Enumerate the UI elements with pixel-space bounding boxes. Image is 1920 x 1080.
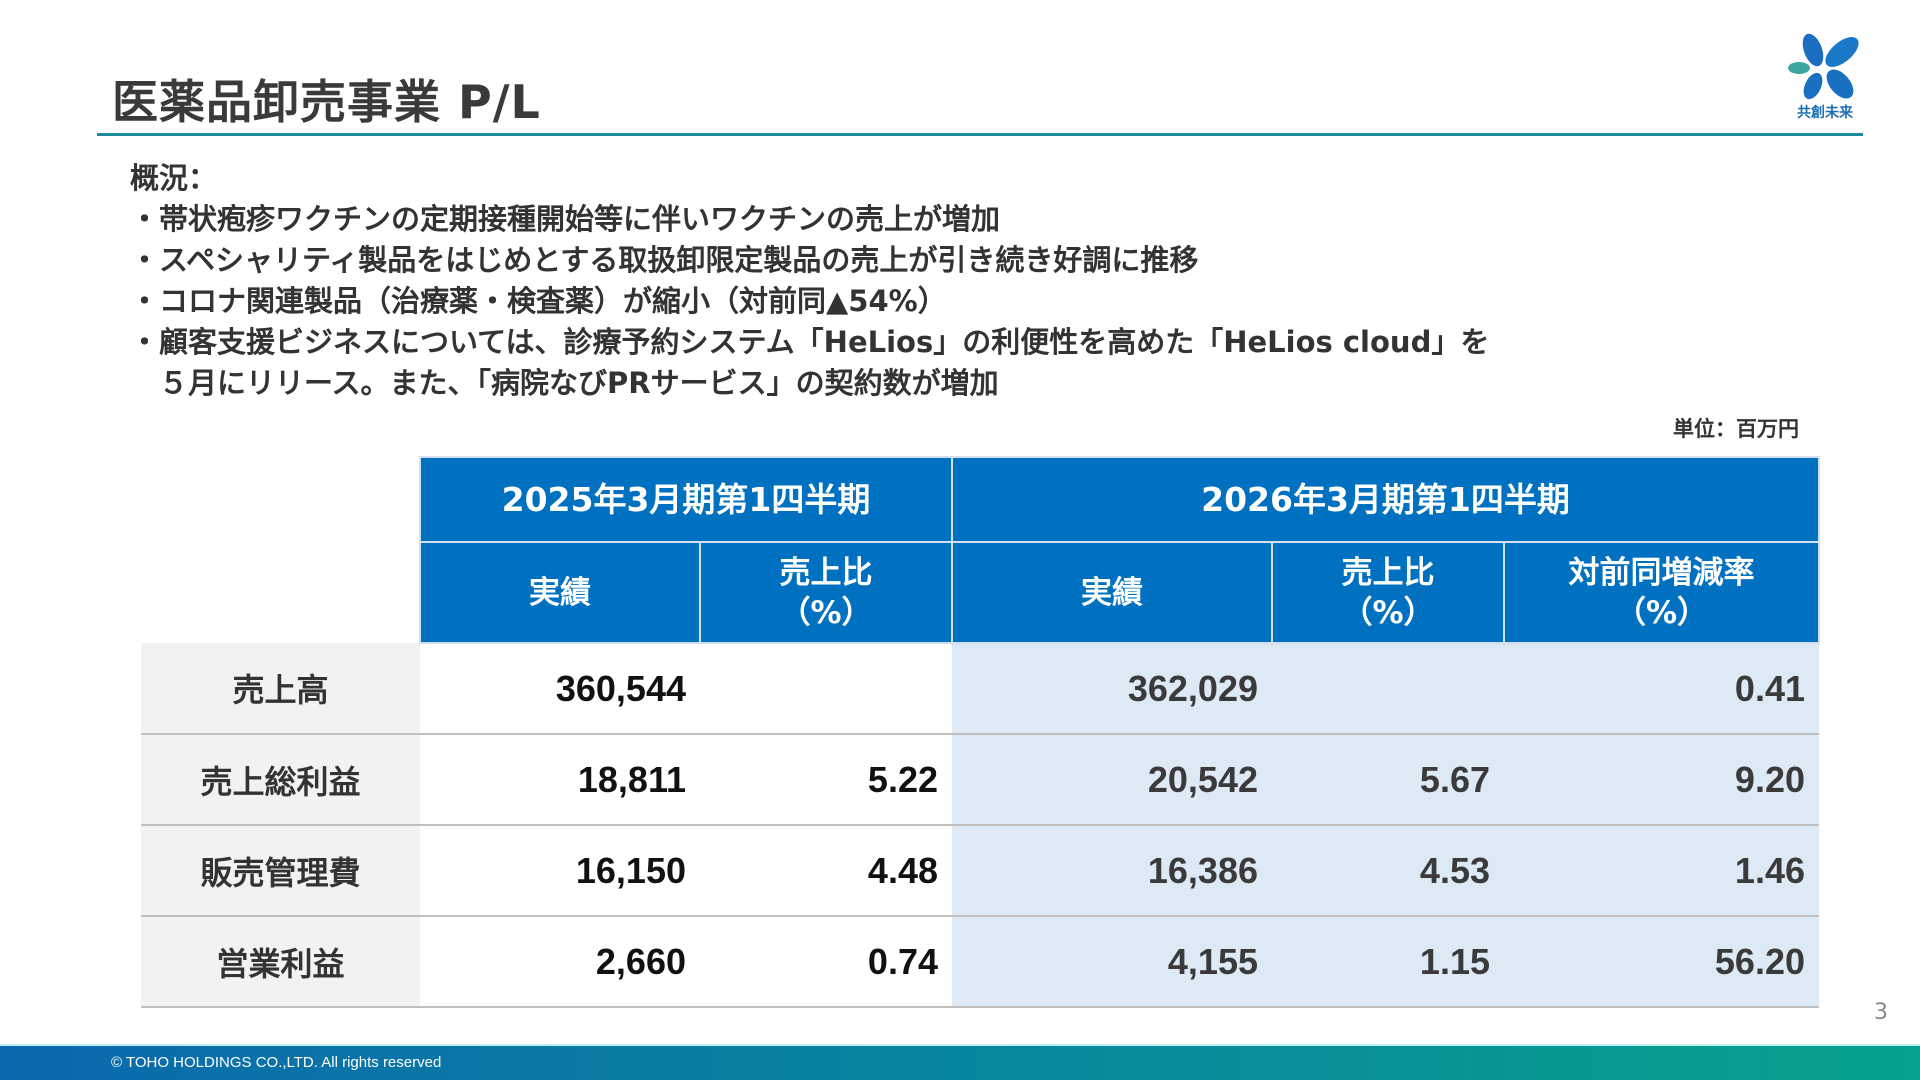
value-cell: 362,029 xyxy=(952,643,1272,735)
value-cell: 4.53 xyxy=(1272,825,1504,917)
value-cell xyxy=(1272,643,1504,735)
value-cell: 20,542 xyxy=(952,734,1272,826)
value-cell xyxy=(700,643,952,735)
copyright: © TOHO HOLDINGS CO.,LTD. All rights rese… xyxy=(111,1054,442,1071)
page-title: 医薬品卸売事業 P/L xyxy=(112,75,541,129)
value-cell: 0.41 xyxy=(1504,643,1819,735)
value-cell: 5.22 xyxy=(700,734,952,826)
column-header: 実績 xyxy=(419,541,701,644)
value-cell: 16,386 xyxy=(952,825,1272,917)
overview-item: ５月にリリース。また、「病院なびPRサービス」の契約数が増加 xyxy=(130,366,999,400)
overview-item: ・スペシャリティ製品をはじめとする取扱卸限定製品の売上が引き続き好調に推移 xyxy=(130,243,1199,277)
column-header: 売上比 （%） xyxy=(699,541,953,644)
logo-text: 共創未来 xyxy=(1797,105,1853,121)
page-number: 3 xyxy=(1874,1000,1888,1025)
column-header: 対前同増減率 （%） xyxy=(1503,541,1820,644)
table-row: 営業利益 2,660 0.74 4,155 1.15 56.20 xyxy=(141,916,1819,1008)
row-label: 販売管理費 xyxy=(141,825,420,917)
column-header: 売上比 （%） xyxy=(1271,541,1505,644)
table-row: 売上総利益 18,811 5.22 20,542 5.67 9.20 xyxy=(141,734,1819,826)
overview-item: ・顧客支援ビジネスについては、診療予約システム「HeLios」の利便性を高めた「… xyxy=(130,325,1490,359)
column-header: 実績 xyxy=(951,541,1273,644)
value-cell: 18,811 xyxy=(420,734,700,826)
footer-bar: © TOHO HOLDINGS CO.,LTD. All rights rese… xyxy=(0,1044,1920,1080)
overview-item: ・帯状疱疹ワクチンの定期接種開始等に伴いワクチンの売上が増加 xyxy=(130,202,1001,236)
unit-label: 単位：百万円 xyxy=(1673,417,1799,441)
value-cell: 360,544 xyxy=(420,643,700,735)
overview-item: ・コロナ関連製品（治療薬・検査薬）が縮小（対前同▲54%） xyxy=(130,284,947,318)
table-row: 販売管理費 16,150 4.48 16,386 4.53 1.46 xyxy=(141,825,1819,917)
value-cell: 16,150 xyxy=(420,825,700,917)
value-cell: 0.74 xyxy=(700,916,952,1008)
value-cell: 2,660 xyxy=(420,916,700,1008)
overview-heading: 概況： xyxy=(130,161,218,195)
title-divider xyxy=(97,133,1863,136)
row-label: 売上総利益 xyxy=(141,734,420,826)
period-header: 2026年3月期第1四半期 xyxy=(951,456,1820,543)
overview-section: 概況： ・帯状疱疹ワクチンの定期接種開始等に伴いワクチンの売上が増加 ・スペシャ… xyxy=(130,158,1489,404)
row-label: 売上高 xyxy=(141,643,420,735)
value-cell: 9.20 xyxy=(1504,734,1819,826)
value-cell: 1.46 xyxy=(1504,825,1819,917)
period-header: 2025年3月期第1四半期 xyxy=(419,456,953,543)
table-row: 売上高 360,544 362,029 0.41 xyxy=(141,643,1819,735)
value-cell: 4.48 xyxy=(700,825,952,917)
row-label: 営業利益 xyxy=(141,916,420,1008)
value-cell: 1.15 xyxy=(1272,916,1504,1008)
clover-logo-icon xyxy=(1788,33,1859,100)
corner-cell xyxy=(141,457,420,643)
value-cell: 5.67 xyxy=(1272,734,1504,826)
value-cell: 4,155 xyxy=(952,916,1272,1008)
company-logo: 共創未来 xyxy=(1785,32,1865,124)
pl-table: 2025年3月期第1四半期 2026年3月期第1四半期 実績 売上比 （%） 実… xyxy=(141,456,1820,1008)
value-cell: 56.20 xyxy=(1504,916,1819,1008)
